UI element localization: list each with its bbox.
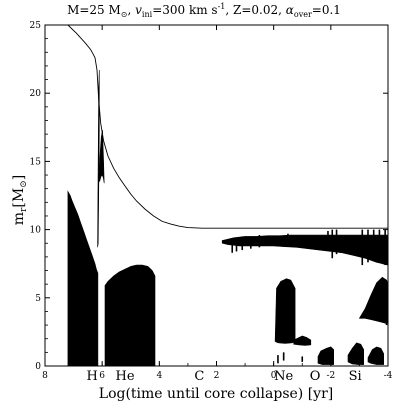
y-tick-label: 0 [35, 362, 41, 372]
title-alpha-symbol: α [286, 3, 294, 17]
convective-region-1 [67, 190, 99, 367]
title-velocity-value: =300 km s [152, 3, 217, 17]
y-axis-title: mr[M⊙] [11, 175, 29, 225]
convective-region-3 [97, 69, 100, 248]
title-velocity-exp: -1 [218, 2, 226, 11]
title-alpha-value: =0.1 [312, 3, 341, 17]
x-tick-label: 6 [99, 371, 105, 381]
phase-label-h: H [86, 369, 97, 384]
x-tick-label: -4 [384, 371, 393, 381]
x-tick-label: 2 [214, 371, 220, 381]
title-mass-sub: ⊙ [121, 10, 128, 19]
title-metallicity: , Z=0.02, [225, 3, 285, 17]
convective-region-10 [347, 342, 365, 365]
x-tick-label: 0 [271, 371, 277, 381]
chart-title: M=25 M⊙, vini=300 km s-1, Z=0.02, αover=… [67, 2, 341, 19]
phase-label-o: O [310, 369, 321, 384]
total-mass-curve [67, 24, 388, 229]
title-velocity-sub: ini [142, 10, 153, 19]
y-tick-label: 5 [35, 294, 41, 304]
phase-label-c: C [194, 369, 204, 384]
y-axis-sub: r [19, 207, 29, 212]
y-tick-label: 25 [30, 21, 42, 31]
phase-label-ne: Ne [274, 369, 293, 384]
y-axis-symbol: m [11, 212, 27, 225]
plot-layer [67, 24, 389, 367]
convective-region-4 [104, 264, 156, 367]
phase-layer: H He C Ne O Si [86, 369, 361, 384]
x-tick-label: 4 [156, 371, 162, 381]
title-mass: M=25 M [67, 3, 121, 17]
y-axis-unit-sub: ⊙ [19, 180, 29, 188]
y-tick-label: 15 [30, 157, 42, 167]
x-axis-title: Log(time until core collapse) [yr] [99, 386, 333, 402]
convective-region-6 [274, 278, 296, 344]
convective-region-9 [317, 346, 335, 365]
x-tick-label: 8 [42, 371, 48, 381]
y-axis-unit: [M [11, 188, 27, 208]
y-tick-label: 10 [30, 226, 42, 236]
y-axis-close: ] [11, 175, 27, 180]
y-tick-label: 20 [30, 89, 42, 99]
convective-region-11 [367, 346, 385, 365]
title-velocity-symbol: v [135, 3, 142, 17]
title-velocity-prefix: , [127, 3, 135, 17]
convective-region-2 [98, 129, 105, 184]
phase-label-he: He [116, 369, 135, 384]
convective-region-8 [293, 335, 312, 346]
phase-label-si: Si [349, 369, 362, 384]
x-tick-label: -2 [326, 371, 335, 381]
title-alpha-sub: over [294, 10, 312, 19]
